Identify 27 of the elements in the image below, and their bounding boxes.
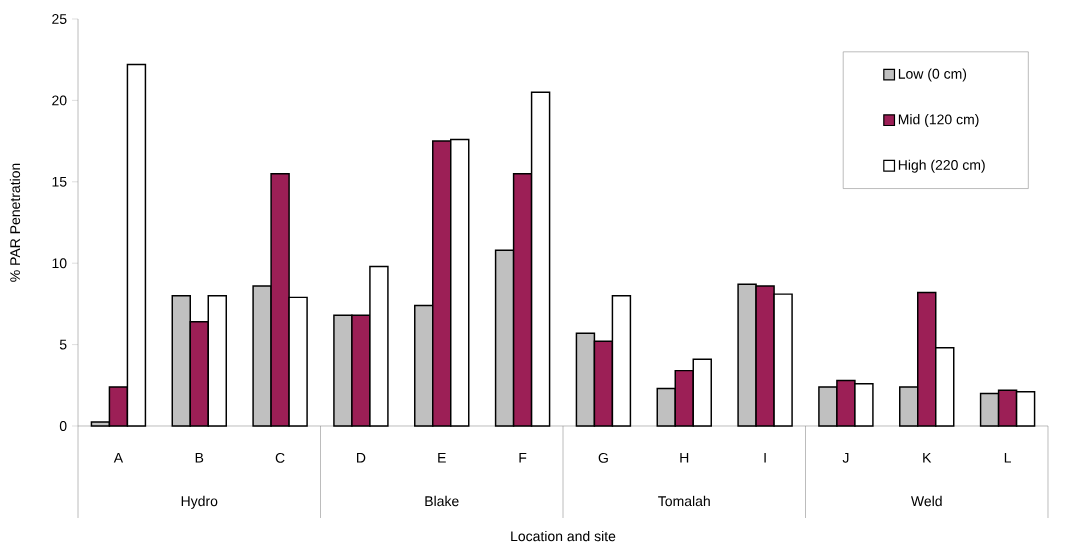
- x-tick-label: F: [519, 452, 527, 463]
- text: Blake: [425, 495, 459, 507]
- y-tick-label: 20: [52, 95, 67, 106]
- x-tick-label: K: [923, 452, 932, 463]
- y-tick-label: 10: [52, 258, 67, 269]
- text: Hydro: [181, 495, 218, 509]
- x-tick-label: J: [842, 452, 849, 463]
- legend-label: High (220 cm): [898, 159, 985, 173]
- y-tick-label: 25: [52, 14, 67, 24]
- y-tick-label: 0: [59, 421, 67, 431]
- x-tick-label: A: [113, 452, 124, 463]
- legend-label: Mid (120 cm): [898, 114, 979, 128]
- x-axis-title: Location and site: [511, 530, 616, 542]
- legend-label: Low (0 cm): [898, 68, 967, 82]
- text: Weld: [910, 495, 942, 507]
- x-tick-label: I: [764, 452, 766, 463]
- y-tick-label: 15: [52, 176, 67, 187]
- y-tick-label: 5: [59, 339, 67, 350]
- x-tick-label: B: [195, 452, 204, 463]
- x-tick-label: C: [275, 452, 285, 463]
- x-tick-label: L: [1004, 452, 1012, 463]
- x-tick-label: D: [357, 452, 366, 463]
- x-tick-label: G: [598, 452, 608, 463]
- text: Tomalah: [658, 495, 710, 507]
- x-tick-label: E: [438, 452, 446, 463]
- y-axis-title: % PAR Penetration: [9, 163, 21, 282]
- x-tick-label: H: [680, 452, 689, 463]
